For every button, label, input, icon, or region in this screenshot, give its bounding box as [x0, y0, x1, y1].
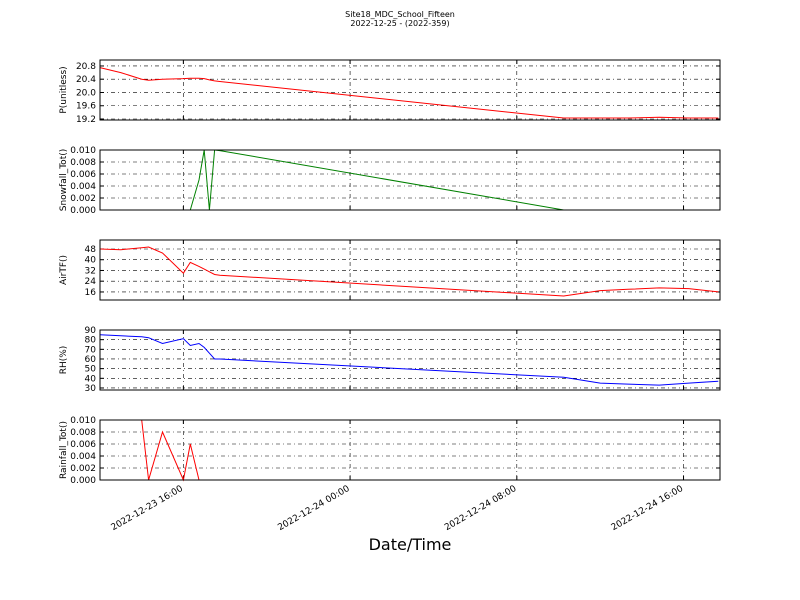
plot-frame: [99, 59, 721, 121]
y-tick-label: 40: [85, 374, 97, 384]
data-line: [100, 149, 719, 211]
y-tick-label: 19.6: [76, 102, 96, 112]
y-tick-label: 0.002: [70, 464, 96, 474]
plot-frame: [99, 239, 721, 301]
y-tick-label: 0.000: [70, 206, 96, 216]
x-tick-label: 2022-12-24 00:00: [276, 484, 351, 533]
data-line: [99, 334, 719, 386]
plot-frame: [99, 419, 721, 481]
y-tick-label: 48: [85, 245, 97, 255]
y-tick-label: 0.000: [70, 476, 96, 486]
x-tick-label: 2022-12-23 16:00: [110, 484, 185, 533]
y-tick-label: 30: [85, 384, 97, 394]
y-tick-label: 0.006: [70, 170, 96, 180]
x-tick-label: 2022-12-24 08:00: [443, 484, 518, 533]
y-tick-label: 20.0: [76, 88, 96, 98]
y-tick-label: 80: [85, 336, 97, 346]
y-tick-label: 24: [85, 277, 97, 287]
y-axis-label: Rainfall_Tot(): [59, 421, 69, 479]
x-tick-label: 2022-12-24 16:00: [610, 484, 685, 533]
y-tick-label: 32: [85, 266, 96, 276]
y-tick-label: 0.004: [70, 182, 96, 192]
y-tick-label: 0.006: [70, 440, 96, 450]
y-axis-label: Snowfall_Tot(): [59, 149, 69, 212]
x-axis-label: Date/Time: [369, 535, 452, 554]
y-tick-label: 20.8: [76, 62, 96, 72]
y-axis-label: P(unitless): [59, 66, 69, 113]
y-tick-label: 90: [85, 326, 97, 336]
y-tick-label: 60: [85, 355, 97, 365]
chart-subtitle: 2022-12-25 - (2022-359): [350, 19, 449, 28]
y-tick-label: 0.010: [70, 146, 96, 156]
data-line: [99, 67, 719, 119]
y-tick-label: 0.008: [70, 428, 96, 438]
y-tick-label: 0.010: [70, 416, 96, 426]
plot-frame: [99, 329, 721, 391]
y-tick-label: 70: [85, 345, 97, 355]
data-line: [100, 419, 719, 482]
y-tick-label: 0.004: [70, 452, 96, 462]
y-axis-label: AirTF(): [59, 255, 69, 285]
y-tick-label: 16: [85, 288, 97, 298]
y-tick-label: 50: [85, 365, 97, 375]
y-tick-label: 0.008: [70, 158, 96, 168]
y-tick-label: 0.002: [70, 194, 96, 204]
y-tick-label: 40: [85, 256, 97, 266]
y-axis-label: RH(%): [59, 346, 69, 375]
y-tick-label: 20.4: [76, 75, 96, 85]
y-tick-label: 19.2: [76, 115, 96, 125]
chart-title: Site18_MDC_School_Fifteen: [345, 10, 455, 19]
plot-frame: [99, 149, 721, 211]
data-line: [99, 246, 719, 297]
